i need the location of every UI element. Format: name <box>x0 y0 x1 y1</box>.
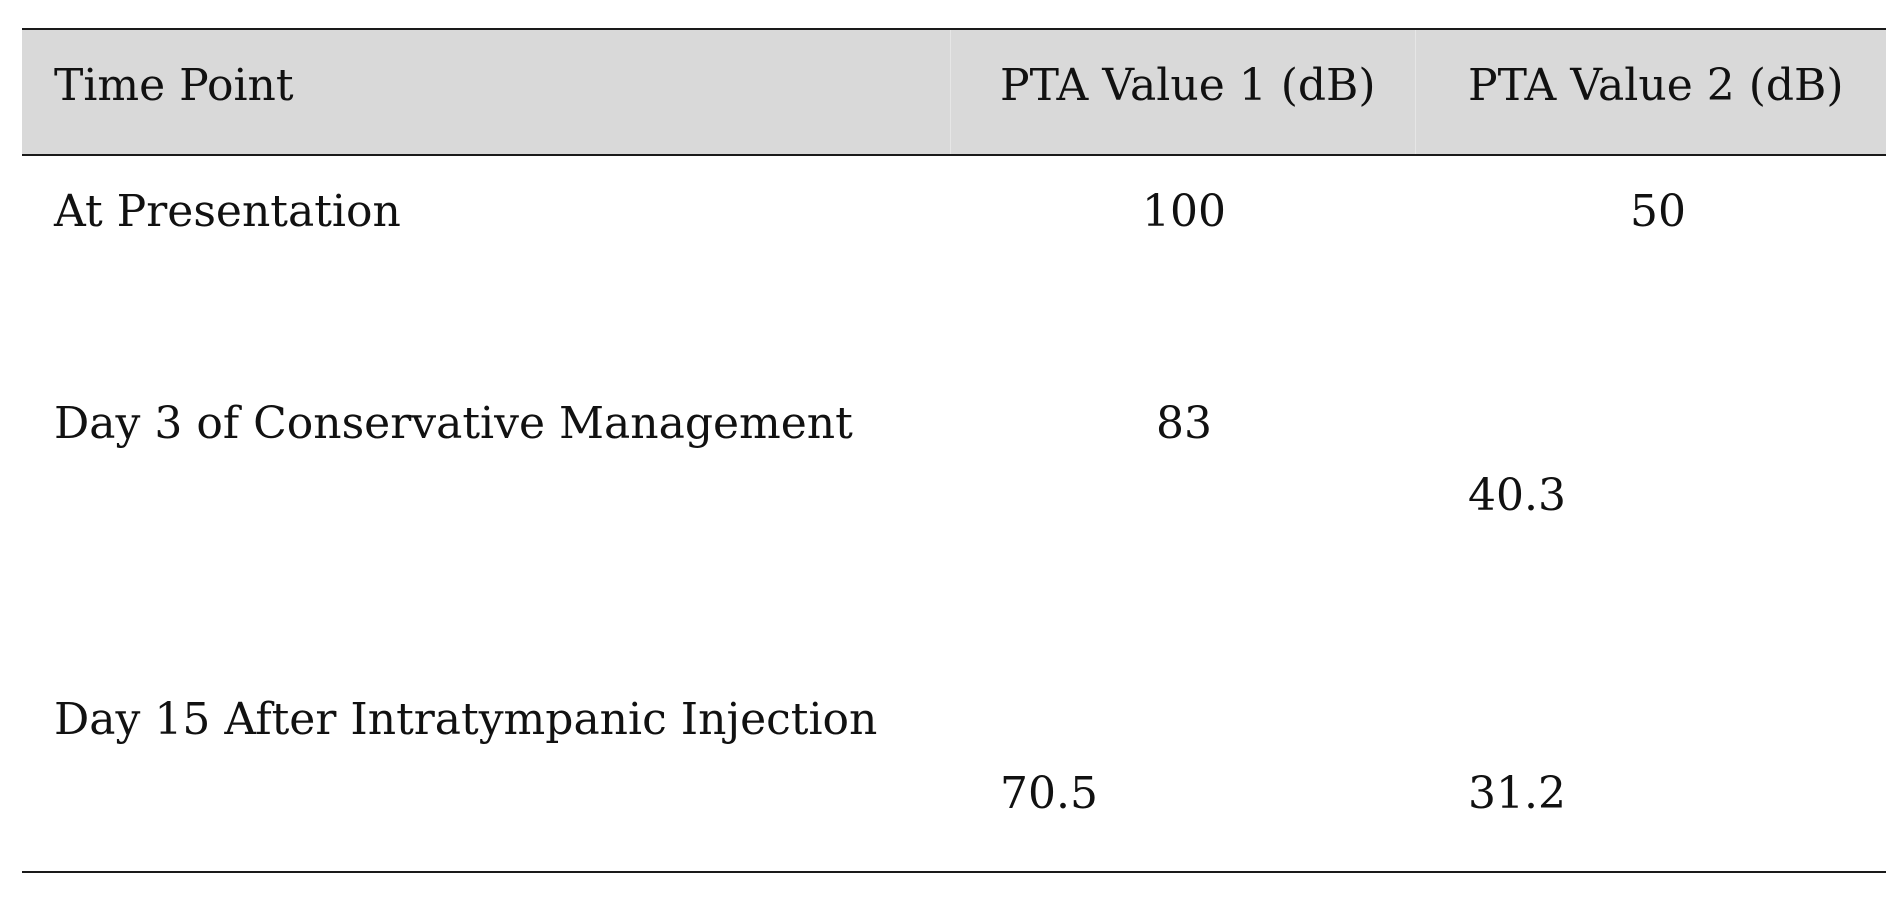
row-2-pta-value-2: 40.3 <box>1468 470 1566 521</box>
table-top-rule <box>22 28 1886 30</box>
row-2-pta-value-1: 83 <box>1156 398 1212 449</box>
row-2-time-point: Day 3 of Conservative Management <box>54 398 853 449</box>
header-pta-value-1: PTA Value 1 (dB) <box>1000 60 1376 111</box>
row-1-pta-value-1: 100 <box>1142 186 1226 237</box>
table-header-rule <box>22 154 1886 156</box>
table-header-row <box>22 30 1886 154</box>
row-3-time-point: Day 15 After Intratympanic Injection <box>54 694 878 745</box>
header-pta-value-2: PTA Value 2 (dB) <box>1468 60 1844 111</box>
header-column-separator <box>950 30 951 154</box>
row-3-pta-value-1: 70.5 <box>1000 768 1098 819</box>
row-1-time-point: At Presentation <box>54 186 401 237</box>
table-bottom-rule <box>22 871 1886 873</box>
header-time-point: Time Point <box>54 60 294 111</box>
header-column-separator <box>1415 30 1416 154</box>
row-1-pta-value-2: 50 <box>1630 186 1686 237</box>
row-3-pta-value-2: 31.2 <box>1468 768 1566 819</box>
